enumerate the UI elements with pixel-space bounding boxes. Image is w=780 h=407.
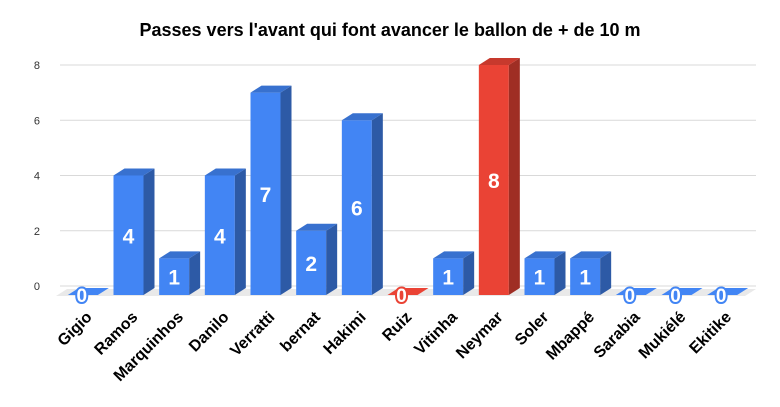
data-label: 0 <box>77 286 88 307</box>
bar <box>296 230 327 295</box>
y-tick-label: 4 <box>34 171 40 183</box>
bar <box>204 175 235 295</box>
data-label: 1 <box>442 267 454 290</box>
bar <box>387 288 429 295</box>
y-tick-label: 6 <box>34 115 40 127</box>
y-tick-label: 8 <box>34 60 40 72</box>
bar-side <box>234 168 246 295</box>
category-label: Mbappé <box>543 309 598 364</box>
bar <box>67 288 109 295</box>
bar <box>341 120 372 295</box>
bar <box>524 258 555 295</box>
category-label: Gigio <box>55 309 96 350</box>
data-label: 6 <box>351 198 363 221</box>
bar <box>250 92 281 295</box>
category-label: Ruiz <box>379 309 415 345</box>
data-label: 0 <box>716 286 727 307</box>
bar-side <box>326 223 338 295</box>
data-label: 0 <box>670 286 681 307</box>
chart-title: Passes vers l'avant qui font avancer le … <box>139 20 641 40</box>
bar-side <box>143 168 155 295</box>
bar <box>113 175 144 295</box>
y-tick-label: 2 <box>34 226 40 238</box>
bar-top <box>341 113 383 121</box>
bar-top <box>159 251 201 259</box>
bar-side <box>371 113 383 295</box>
bar <box>478 65 509 295</box>
bar-side <box>508 58 520 295</box>
bar-top <box>570 251 612 259</box>
bar-side <box>600 251 612 295</box>
bar-top <box>113 168 155 176</box>
category-label: Soler <box>512 309 552 349</box>
data-label: 0 <box>396 286 407 307</box>
bar <box>661 288 703 295</box>
category-label: Sarabia <box>591 309 644 362</box>
data-label: 1 <box>579 267 591 290</box>
data-label: 4 <box>123 225 135 248</box>
data-label: 4 <box>214 225 226 248</box>
category-label: Ekitike <box>686 309 735 358</box>
category-label: Verratti <box>227 309 278 360</box>
category-label: Hakimi <box>321 309 370 358</box>
data-label: 7 <box>260 184 272 207</box>
category-label: Danilo <box>186 309 233 356</box>
category-label: bernat <box>277 308 324 355</box>
category-label: Neymar <box>453 309 507 363</box>
bar-side <box>280 85 292 295</box>
bar-side <box>189 251 201 295</box>
bar-top <box>478 58 520 65</box>
bar <box>570 258 601 295</box>
bar <box>707 288 749 295</box>
y-tick-label: 0 <box>34 281 40 293</box>
data-label: 1 <box>168 267 180 290</box>
bar-top <box>250 85 292 93</box>
data-label: 8 <box>488 170 500 193</box>
bar <box>433 258 464 295</box>
bar-top <box>204 168 246 176</box>
category-label: Mukiélé <box>636 309 690 363</box>
bar-top <box>296 223 338 231</box>
bar-top <box>433 251 475 259</box>
bar-side <box>554 251 566 295</box>
bar <box>615 288 657 295</box>
bar-top <box>524 251 566 259</box>
data-label: 2 <box>305 253 317 276</box>
bar <box>159 258 190 295</box>
data-label: 1 <box>534 267 546 290</box>
data-label: 0 <box>625 286 636 307</box>
bar-side <box>463 251 475 295</box>
